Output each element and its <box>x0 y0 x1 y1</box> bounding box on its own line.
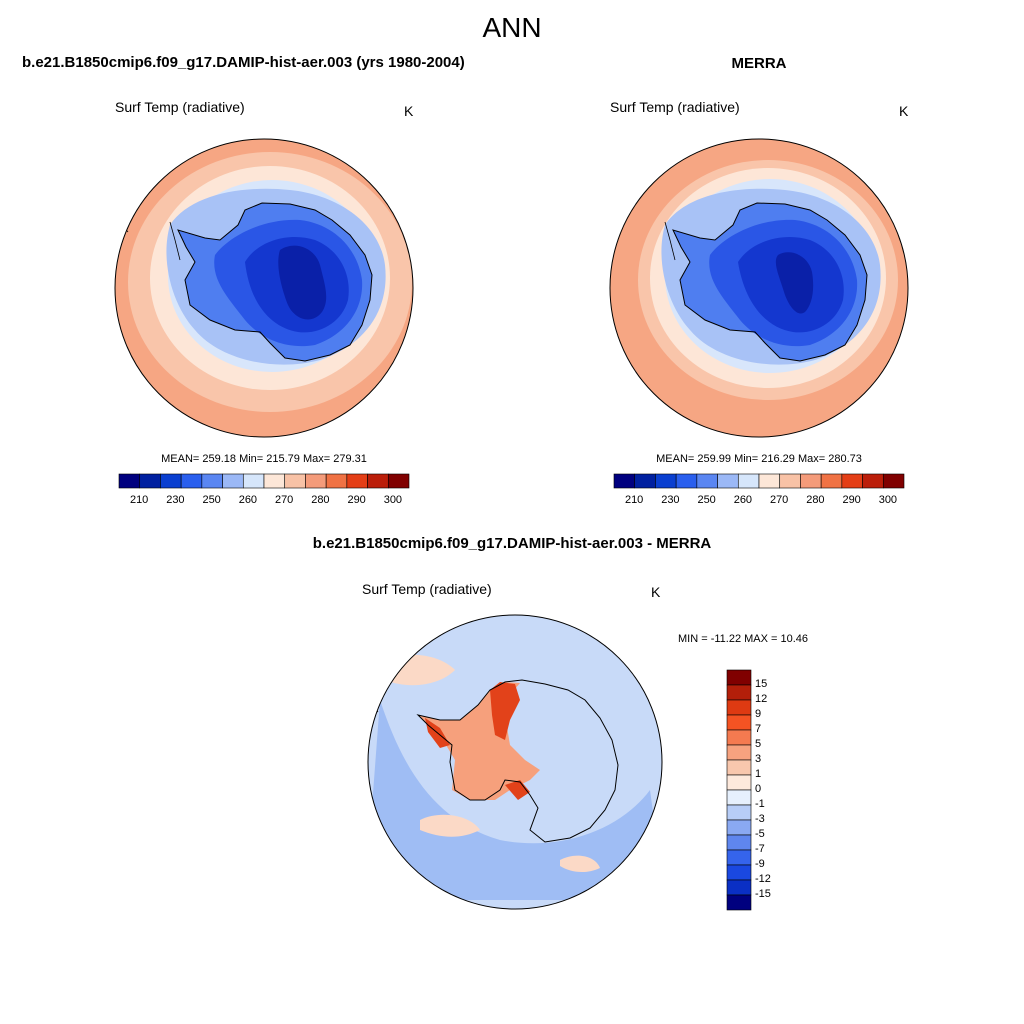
diff-colorbar-box-9 <box>726 804 752 821</box>
right-colorbar-tick-label: 270 <box>769 494 789 506</box>
right-stats: MEAN= 259.99 Min= 216.29 Max= 280.73 <box>656 453 862 465</box>
diff-colorbar-box-11 <box>726 834 752 851</box>
left-colorbar-tick-label: 270 <box>274 494 294 506</box>
right-colorbar-box-10 <box>820 473 843 489</box>
left-colorbar-box-5 <box>222 473 244 489</box>
left-colorbar-box-2 <box>160 473 182 489</box>
diff-colorbar-box-3 <box>726 714 752 731</box>
left-colorbar-box-6 <box>242 473 265 489</box>
left-colorbar-tick-label: 300 <box>383 494 403 506</box>
right-panel-title: MERRA <box>731 55 787 72</box>
diff-colorbar-tick-label: -3 <box>755 813 765 825</box>
diff-panel-title: b.e21.B1850cmip6.f09_g17.DAMIP-hist-aer.… <box>312 535 712 552</box>
diff-colorbar-box-15 <box>726 894 752 911</box>
diff-colorbar-box-12 <box>726 849 752 866</box>
right-units-label: K <box>899 103 909 119</box>
diff-colorbar-box-10 <box>726 819 752 836</box>
right-colorbar <box>613 473 905 489</box>
left-colorbar-box-0 <box>118 473 141 489</box>
diff-colorbar-tick-label: -15 <box>755 888 771 900</box>
left-units-label: K <box>404 103 414 119</box>
left-colorbar-tick-label: 290 <box>347 494 366 506</box>
right-colorbar-box-2 <box>655 473 677 489</box>
diff-colorbar-box-2 <box>726 699 752 716</box>
diff-colorbar-box-6 <box>726 759 752 776</box>
diff-colorbar-box-14 <box>726 879 752 896</box>
left-colorbar <box>118 473 410 489</box>
left-colorbar-tick-label: 230 <box>166 494 185 506</box>
left-colorbar-box-3 <box>180 473 203 489</box>
diff-colorbar-tick-label: -7 <box>755 843 765 855</box>
diff-colorbar-box-0 <box>726 669 752 686</box>
right-colorbar-tick-label: 280 <box>806 494 825 506</box>
right-colorbar-tick-label: 290 <box>842 494 861 506</box>
diff-colorbar-tick-label: 3 <box>755 753 762 765</box>
diff-stats: MIN = -11.22 MAX = 10.46 <box>678 633 809 645</box>
diff-colorbar-tick-label: 7 <box>755 723 762 735</box>
diff-colorbar-tick-label: 1 <box>755 768 762 780</box>
right-colorbar-box-1 <box>634 473 656 489</box>
right-colorbar-box-6 <box>737 473 760 489</box>
left-colorbar-box-9 <box>305 473 327 489</box>
diff-colorbar-tick-label: -9 <box>755 858 765 870</box>
diff-colorbar-tick-label: 0 <box>755 783 762 795</box>
left-colorbar-box-12 <box>367 473 389 489</box>
right-variable-label: Surf Temp (radiative) <box>610 99 740 115</box>
diff-colorbar-box-5 <box>726 744 752 761</box>
diff-colorbar-tick-label: -12 <box>755 873 771 885</box>
diff-colorbar-tick-label: 9 <box>755 708 762 720</box>
right-colorbar-box-13 <box>882 473 905 489</box>
left-stats: MEAN= 259.18 Min= 215.79 Max= 279.31 <box>161 453 367 465</box>
right-colorbar-box-11 <box>841 473 863 489</box>
left-colorbar-tick-label: 280 <box>311 494 330 506</box>
diff-colorbar <box>726 669 752 911</box>
diff-colorbar-box-4 <box>726 729 752 746</box>
diff-units-label: K <box>651 584 661 600</box>
left-colorbar-tick-label: 250 <box>202 494 221 506</box>
right-colorbar-box-8 <box>779 473 801 489</box>
right-colorbar-tick-label: 230 <box>661 494 680 506</box>
diff-colorbar-tick-label: 15 <box>755 678 768 690</box>
diff-colorbar-ticks: 15 12 9 7 5 3 1 0 -1 -3 -5 -7 -9 -12 -15 <box>755 670 795 910</box>
diff-colorbar-tick-label: -1 <box>755 798 765 810</box>
diff-variable-label: Surf Temp (radiative) <box>362 581 492 597</box>
diff-colorbar-box-8 <box>726 789 752 806</box>
right-colorbar-box-7 <box>758 473 781 489</box>
right-colorbar-box-3 <box>675 473 698 489</box>
right-colorbar-box-4 <box>696 473 718 489</box>
left-colorbar-box-13 <box>387 473 410 489</box>
right-colorbar-box-0 <box>613 473 636 489</box>
right-colorbar-ticks: 210 230 250 260 270 280 290 300 <box>614 494 904 508</box>
right-colorbar-box-9 <box>800 473 822 489</box>
right-colorbar-box-12 <box>862 473 884 489</box>
left-colorbar-ticks: 210 230 250 260 270 280 290 300 <box>119 494 409 508</box>
right-colorbar-box-5 <box>717 473 739 489</box>
figure-title: ANN <box>482 12 542 43</box>
right-colorbar-tick-label: 210 <box>624 494 644 506</box>
right-colorbar-tick-label: 260 <box>733 494 753 506</box>
left-colorbar-tick-label: 260 <box>238 494 258 506</box>
left-colorbar-box-11 <box>346 473 368 489</box>
diff-colorbar-tick-label: 5 <box>755 738 762 750</box>
left-colorbar-box-1 <box>139 473 161 489</box>
left-colorbar-box-4 <box>201 473 223 489</box>
left-colorbar-box-8 <box>284 473 306 489</box>
left-variable-label: Surf Temp (radiative) <box>115 99 245 115</box>
left-panel-title: b.e21.B1850cmip6.f09_g17.DAMIP-hist-aer.… <box>22 54 465 71</box>
diff-colorbar-box-1 <box>726 684 752 701</box>
left-colorbar-box-10 <box>325 473 348 489</box>
right-colorbar-tick-label: 250 <box>697 494 716 506</box>
diff-colorbar-tick-label: -5 <box>755 828 765 840</box>
diff-colorbar-tick-label: 12 <box>755 693 768 705</box>
left-colorbar-box-7 <box>263 473 286 489</box>
left-colorbar-tick-label: 210 <box>129 494 149 506</box>
right-colorbar-tick-label: 300 <box>878 494 898 506</box>
diff-colorbar-box-7 <box>726 774 752 791</box>
diff-colorbar-box-13 <box>726 864 752 881</box>
